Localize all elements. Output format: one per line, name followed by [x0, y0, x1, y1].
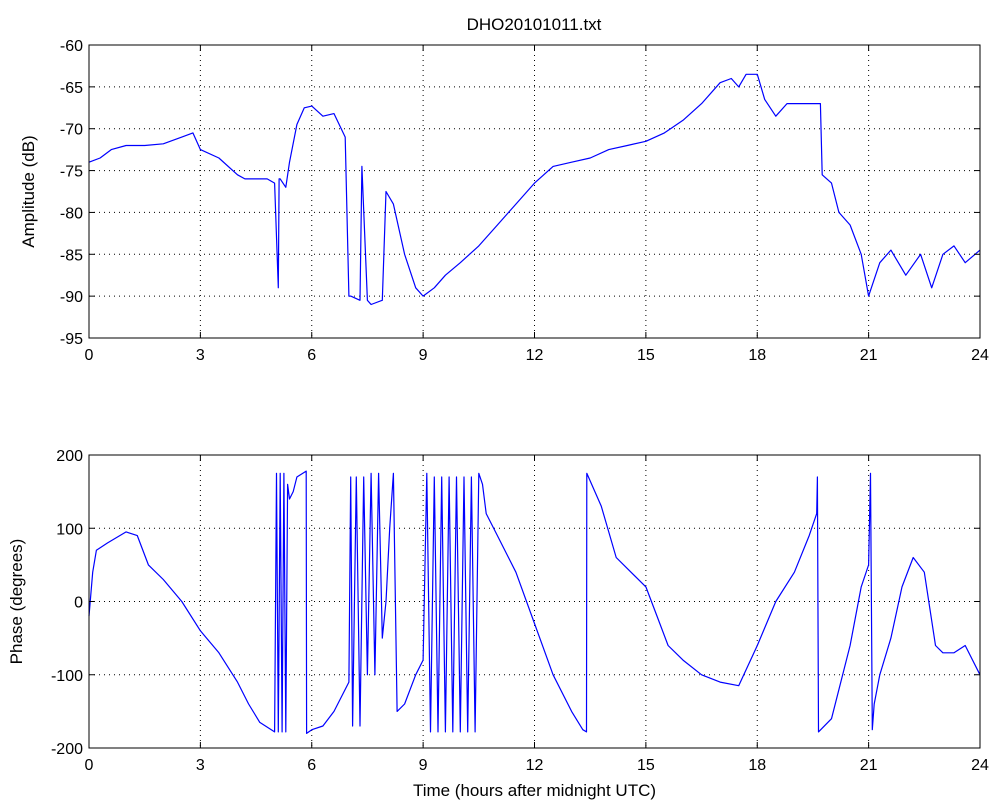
y-axis-label: Phase (degrees): [7, 539, 26, 665]
y-tick-label: -95: [60, 331, 83, 348]
series-line: [88, 73, 981, 306]
x-tick-label: 6: [307, 757, 316, 774]
y-tick-label: -200: [51, 741, 83, 758]
y-tick-label: -80: [60, 205, 83, 222]
x-tick-label: 12: [526, 757, 544, 774]
chart-title: DHO20101011.txt: [467, 15, 602, 34]
x-tick-label: 15: [637, 757, 655, 774]
x-tick-label: 0: [85, 757, 94, 774]
y-axis-label: Amplitude (dB): [19, 135, 38, 247]
phase-panel: 0 3 6 9 12 15 18 21 24 200 100 0 -100 -200 Phase (degr…: [7, 448, 989, 800]
x-tick-label: 24: [971, 757, 989, 774]
x-axis-label: Time (hours after midnight UTC): [413, 781, 656, 800]
y-tick-label: -65: [60, 80, 83, 97]
y-tick-label: 0: [74, 595, 83, 612]
x-tick-label: 9: [419, 757, 428, 774]
y-tick-label: -60: [60, 38, 83, 55]
x-tick-label: 21: [860, 757, 878, 774]
x-tick-label: 18: [748, 757, 766, 774]
y-tick-label: -70: [60, 122, 83, 139]
x-tick-label: 12: [526, 347, 544, 364]
y-tick-label: -100: [51, 668, 83, 685]
y-tick-label: -75: [60, 164, 83, 181]
x-tick-label: 15: [637, 347, 655, 364]
series-line: [88, 470, 981, 735]
x-tick-label: 21: [860, 347, 878, 364]
y-tick-label: -90: [60, 289, 83, 306]
y-tick-label: 100: [56, 521, 83, 538]
x-tick-label: 6: [307, 347, 316, 364]
amplitude-panel: 0 3 6 9 12 15 18 21 24 -60 -65 -70 -75 -80 -85 -90 -95 Am…: [19, 38, 989, 364]
x-tick-label: 18: [748, 347, 766, 364]
x-tick-label: 3: [196, 347, 205, 364]
x-tick-label: 0: [85, 347, 94, 364]
x-tick-label: 24: [971, 347, 989, 364]
y-tick-label: 200: [56, 448, 83, 465]
y-tick-label: -85: [60, 247, 83, 264]
x-tick-label: 3: [196, 757, 205, 774]
x-tick-label: 9: [419, 347, 428, 364]
